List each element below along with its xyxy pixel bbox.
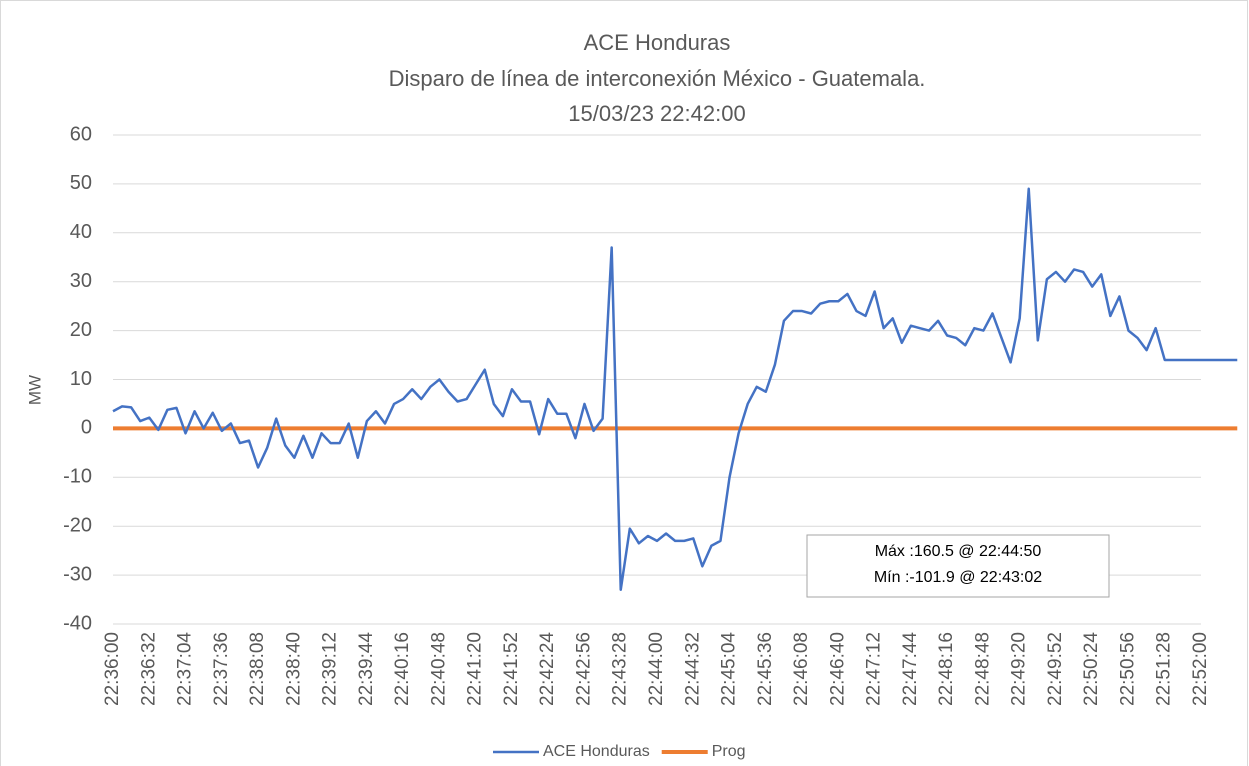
x-tick-label: 22:37:36: [211, 632, 232, 706]
chart-subtitle: Disparo de línea de interconexión México…: [389, 66, 926, 91]
y-tick-label: -10: [63, 466, 92, 488]
x-tick-label: 22:45:36: [755, 632, 776, 706]
x-tick-label: 22:44:00: [646, 632, 667, 706]
x-tick-label: 22:49:52: [1045, 632, 1066, 706]
y-tick-label: -20: [63, 514, 92, 536]
x-tick-label: 22:36:32: [138, 632, 159, 706]
legend-label: Prog: [712, 743, 746, 760]
x-tick-label: 22:52:00: [1190, 632, 1211, 706]
chart-subtitle: 15/03/23 22:42:00: [568, 101, 745, 126]
x-tick-label: 22:46:08: [791, 632, 812, 706]
x-tick-label: 22:46:40: [827, 632, 848, 706]
y-tick-label: 50: [70, 172, 92, 194]
legend-label: ACE Honduras: [543, 743, 650, 760]
annotation-box: [806, 534, 1110, 598]
x-tick-label: 22:47:44: [900, 632, 921, 706]
x-tick-label: 22:41:52: [501, 632, 522, 706]
y-tick-label: 60: [70, 123, 92, 145]
x-tick-label: 22:38:08: [247, 632, 268, 706]
x-tick-label: 22:41:20: [465, 632, 486, 706]
x-tick-label: 22:44:32: [682, 632, 703, 706]
x-tick-label: 22:50:24: [1081, 632, 1102, 706]
x-tick-label: 22:36:00: [102, 632, 123, 706]
x-tick-label: 22:40:48: [428, 632, 449, 706]
x-tick-label: 22:47:12: [864, 632, 885, 706]
x-tick-label: 22:42:56: [573, 632, 594, 706]
y-tick-label: 30: [70, 270, 92, 292]
y-axis-label: MW: [25, 375, 44, 405]
annotation: Máx :160.5 @ 22:44:50: [875, 543, 1042, 560]
chart-title: ACE Honduras: [584, 30, 731, 55]
x-tick-label: 22:48:48: [972, 632, 993, 706]
x-tick-label: 22:39:44: [356, 632, 377, 706]
x-tick-label: 22:38:40: [283, 632, 304, 706]
x-tick-label: 22:49:20: [1009, 632, 1030, 706]
y-tick-label: 10: [70, 368, 92, 390]
x-tick-label: 22:39:12: [320, 632, 341, 706]
y-tick-label: 20: [70, 319, 92, 341]
y-tick-label: -40: [63, 612, 92, 634]
x-tick-label: 22:48:16: [936, 632, 957, 706]
x-tick-label: 22:50:56: [1117, 632, 1138, 706]
data-line: [112, 187, 1238, 592]
y-tick-label: 0: [81, 417, 92, 439]
y-tick-label: -30: [63, 563, 92, 585]
x-tick-label: 22:37:04: [175, 632, 196, 706]
x-tick-label: 22:43:28: [610, 632, 631, 706]
x-tick-label: 22:45:04: [719, 632, 740, 706]
x-tick-label: 22:40:16: [392, 632, 413, 706]
annotation: Mín :-101.9 @ 22:43:02: [874, 569, 1042, 586]
x-tick-label: 22:51:28: [1154, 632, 1175, 706]
x-tick-label: 22:42:24: [537, 632, 558, 706]
y-tick-label: 40: [70, 221, 92, 243]
